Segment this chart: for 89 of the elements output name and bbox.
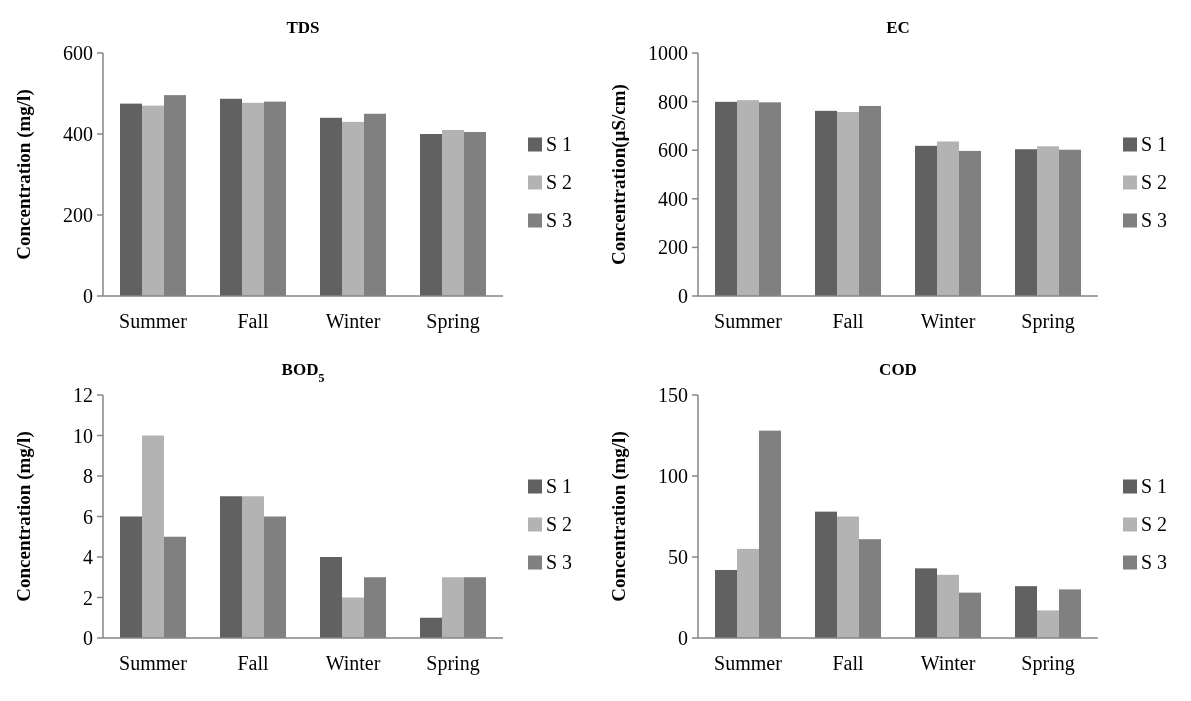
x-tick-label: Summer [119,652,188,674]
y-tick-label: 4 [83,546,93,568]
bar [715,569,737,638]
bar [915,145,937,296]
legend-label: S 2 [546,512,573,535]
bar [142,435,164,638]
y-tick-label: 800 [658,90,688,113]
bar [142,105,164,296]
y-tick-label: 50 [668,546,688,568]
legend-label: S 1 [1141,474,1168,497]
y-tick-label: 0 [83,285,93,307]
legend-label: S 1 [546,474,573,497]
legend-label: S 1 [1141,132,1168,155]
x-tick-label: Summer [714,652,783,674]
y-axis-title: Concentration (mg/l) [13,89,35,260]
legend-label: S 3 [546,550,573,573]
legend-label: S 1 [546,132,573,155]
legend-label: S 3 [1141,208,1168,231]
bar [320,117,342,296]
bar [1037,146,1059,296]
y-tick-label: 0 [83,627,93,649]
y-tick-label: 400 [63,123,93,145]
bar [815,110,837,296]
y-axis-title: Concentration(µS/cm) [608,84,630,265]
y-axis-title: Concentration (mg/l) [608,431,630,602]
x-tick-label: Fall [832,652,864,674]
chart-title: COD [879,360,917,379]
x-tick-label: Summer [119,310,188,332]
y-tick-label: 100 [658,465,688,487]
bar [737,548,759,638]
bar [937,141,959,296]
bar [220,98,242,296]
x-tick-label: Winter [920,310,976,332]
y-tick-label: 600 [658,139,688,162]
y-tick-label: 600 [63,42,93,64]
x-tick-label: Spring [1021,310,1075,333]
y-tick-label: 0 [678,285,688,307]
bar [1037,610,1059,638]
chart-title: BOD$_{5}$ [281,360,325,385]
x-tick-label: Summer [714,310,783,332]
legend-label: S 2 [1141,170,1168,193]
bar [715,101,737,296]
bar [120,103,142,296]
bar [320,557,342,638]
bar [442,129,464,296]
bar [420,134,442,296]
legend-label: S 3 [1141,550,1168,573]
y-tick-label: 2 [83,586,93,609]
x-tick-label: Spring [1021,652,1075,675]
x-tick-label: Winter [920,652,976,674]
x-tick-label: Spring [426,310,480,333]
x-tick-label: Winter [325,652,381,674]
x-tick-label: Fall [237,652,269,674]
legend-label: S 2 [1141,512,1168,535]
bar [420,617,442,638]
legend-label: S 2 [546,170,573,193]
x-tick-label: Spring [426,652,480,675]
bar [1015,149,1037,296]
y-tick-label: 10 [73,424,93,447]
y-tick-label: 6 [83,505,93,528]
y-tick-label: 12 [73,384,93,406]
legend-label: S 3 [546,208,573,231]
bar [737,100,759,296]
y-tick-label: 150 [658,384,688,406]
bar [220,496,242,638]
x-tick-label: Fall [237,310,269,332]
bar [242,102,264,296]
bar [1015,586,1037,638]
bar [815,511,837,638]
bar [837,112,859,296]
chart-title: TDS [286,18,320,37]
y-tick-label: 1000 [648,42,688,64]
y-tick-label: 8 [83,465,93,487]
bar [442,577,464,638]
bar [342,121,364,296]
bar [342,597,364,638]
y-tick-label: 0 [678,627,688,649]
y-tick-label: 200 [63,204,93,226]
bar [242,496,264,638]
x-tick-label: Fall [832,310,864,332]
bar [120,516,142,638]
y-tick-label: 400 [658,187,688,210]
chart-title: EC [886,18,910,37]
y-axis-title: Concentration (mg/l) [13,431,35,602]
bar [837,516,859,638]
bar [937,574,959,638]
y-tick-label: 200 [658,236,688,259]
bar [915,568,937,638]
x-tick-label: Winter [325,310,381,332]
